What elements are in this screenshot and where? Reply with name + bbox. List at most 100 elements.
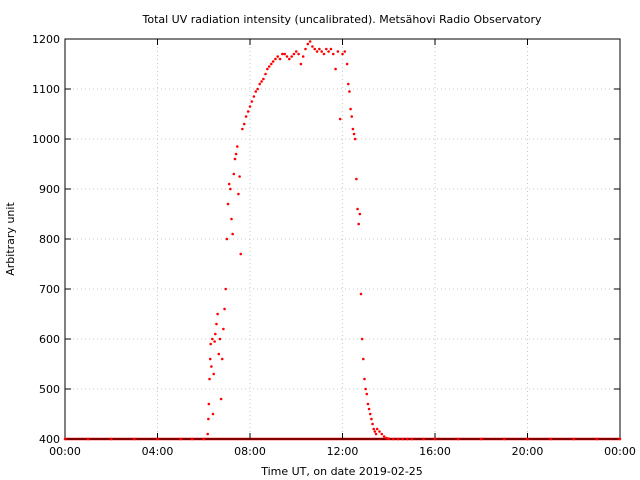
x-tick-label: 08:00 [234, 445, 266, 458]
data-point [256, 87, 259, 91]
data-point [370, 417, 373, 421]
data-point [396, 437, 400, 441]
data-point [269, 62, 273, 66]
data-point [352, 132, 356, 136]
data-point [239, 252, 243, 256]
data-point [358, 212, 362, 216]
data-point [213, 340, 216, 343]
data-point [222, 327, 225, 331]
data-point [320, 50, 323, 53]
data-point [301, 55, 305, 58]
data-point [260, 80, 263, 83]
data-point [350, 115, 354, 118]
ticks: 00:00 04:00 08:00 12:00 16:00 20:00 00:0040050… [32, 33, 636, 458]
data-point [304, 47, 307, 51]
data-point [281, 52, 284, 56]
data-point [349, 107, 352, 111]
data-point [331, 52, 335, 56]
data-point [230, 217, 233, 221]
data-point [401, 437, 404, 441]
y-tick-label: 800 [39, 233, 60, 246]
data-point [207, 402, 211, 406]
data-point [63, 437, 67, 441]
data-point [232, 172, 236, 176]
data-point [343, 50, 347, 53]
data-point [208, 377, 211, 381]
data-point [210, 365, 213, 368]
data-point [362, 357, 365, 361]
x-tick-label: 12:00 [327, 445, 359, 458]
data-point [214, 332, 217, 336]
data-point [392, 437, 395, 441]
data-point [225, 237, 229, 241]
data-point [334, 67, 337, 71]
data-point [133, 437, 136, 441]
data-point [595, 437, 599, 441]
data-point [234, 152, 238, 156]
data-point [308, 40, 312, 43]
data-point [366, 402, 370, 406]
data-point [526, 437, 529, 441]
data-point [479, 437, 483, 441]
data-point [618, 437, 622, 441]
data-point [327, 50, 330, 53]
data-point [410, 437, 414, 441]
data-point [351, 127, 355, 131]
data-point [368, 412, 372, 416]
data-point [433, 437, 437, 441]
data-point [241, 127, 244, 131]
data-point [109, 437, 113, 441]
data-point [202, 437, 206, 441]
data-point [365, 392, 369, 396]
data-point [371, 422, 374, 426]
data-point [267, 65, 271, 68]
data-point [346, 82, 350, 86]
data-point [276, 55, 280, 58]
data-point [292, 52, 296, 56]
y-tick-label: 700 [39, 283, 60, 296]
data-point [385, 436, 388, 440]
y-tick-label: 500 [39, 383, 60, 396]
data-point [264, 72, 267, 76]
data-point [211, 337, 214, 341]
data-point [209, 342, 212, 346]
data-point [318, 47, 321, 51]
data-point [311, 45, 314, 48]
data-point [353, 137, 357, 141]
data-point [220, 357, 224, 361]
data-point [306, 42, 310, 46]
data-point [299, 62, 303, 66]
x-tick-label: 04:00 [142, 445, 174, 458]
data-point [359, 292, 363, 296]
data-point [336, 50, 340, 53]
data-point [285, 55, 289, 58]
data-point [227, 182, 231, 186]
data-point [156, 437, 159, 441]
data-point [380, 432, 384, 436]
data-point [237, 192, 240, 196]
data-point [274, 57, 277, 61]
data-point [250, 100, 254, 103]
data-point [254, 90, 258, 93]
data-point [387, 437, 391, 440]
data-point [278, 57, 282, 61]
data-point [283, 52, 286, 56]
x-tick-label: 00:00 [604, 445, 636, 458]
data-point [322, 52, 326, 56]
data-point [374, 432, 378, 436]
y-tick-label: 600 [39, 333, 60, 346]
data-point [208, 357, 212, 361]
data-point [266, 67, 269, 71]
y-tick-label: 1200 [32, 33, 60, 46]
y-tick-label: 900 [39, 183, 60, 196]
data-point [345, 62, 349, 66]
x-axis-label: Time UT, on date 2019-02-25 [260, 465, 423, 478]
x-tick-label: 00:00 [49, 445, 81, 458]
data-point [356, 207, 359, 211]
data-point [231, 232, 234, 236]
data-point [238, 175, 241, 178]
data-point [503, 437, 506, 441]
y-tick-label: 1100 [32, 83, 60, 96]
data-point [86, 437, 90, 441]
